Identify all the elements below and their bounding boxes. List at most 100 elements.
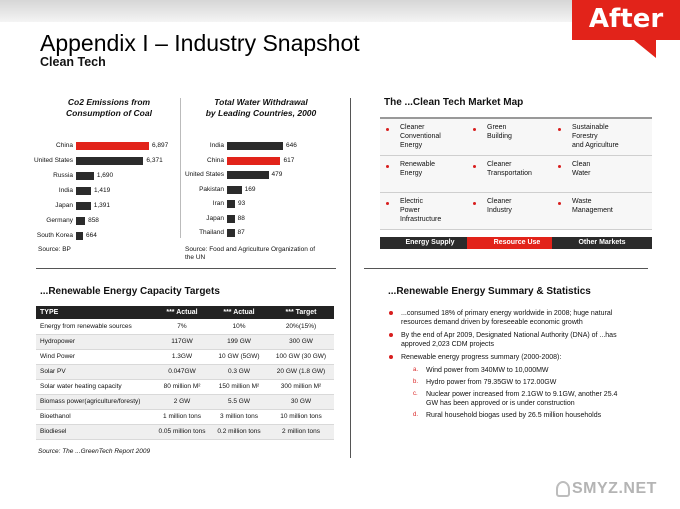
water-category-label: China (207, 156, 224, 164)
table-cell: 1 million tons (154, 409, 210, 425)
summary-bullet-text: By the end of Apr 2009, Designated Natio… (401, 332, 617, 348)
co2-bar (76, 232, 84, 240)
summary-sub-letter: a. (413, 367, 419, 373)
market-map-item-label: Electric Power Infrastructure (400, 198, 442, 223)
summary-sub-text: Hydro power from 79.35GW to 172.00GW (426, 379, 557, 386)
right-horizontal-divider (364, 268, 648, 269)
co2-value-label: 858 (88, 217, 99, 224)
summary-sub-text: Nuclear power increased from 2.1GW to 9.… (426, 391, 618, 407)
market-map-title: The ...Clean Tech Market Map (384, 97, 524, 108)
market-map-item-label: Cleaner Transportation (487, 161, 532, 177)
market-map-footer: Energy Supply (380, 237, 480, 249)
table-cell: 300 GW (268, 334, 334, 350)
co2-source: Source: BP (38, 246, 71, 253)
water-category-label: United States (184, 171, 224, 178)
co2-category-label: China (56, 142, 73, 149)
market-map-item-label: Renewable Energy (400, 161, 436, 177)
market-map-item: Clean Water (552, 156, 652, 193)
table-cell: Biomass power(agriculture/foresty) (36, 394, 154, 410)
table-cell: 0.3 GW (210, 364, 268, 380)
market-map-item: Sustainable Forestry and Agriculture (552, 119, 652, 156)
capacity-table-body: Energy from renewable sources 7% 10% 20%(15… (36, 319, 334, 440)
water-chart-title-line2: by Leading Countries, 2000 (205, 108, 317, 118)
co2-bar (76, 157, 144, 165)
water-category-label: Pakistan (199, 185, 224, 193)
table-cell: 117GW (154, 334, 210, 350)
co2-bar (76, 187, 92, 195)
bullet-icon (473, 165, 476, 168)
market-map-item-label: Sustainable Forestry and Agriculture (572, 124, 619, 149)
co2-value-label: 6,371 (146, 157, 163, 164)
water-bar (227, 229, 235, 237)
capacity-table: TYPE *** Actual *** Actual *** Target En… (36, 306, 334, 440)
water-category-label: Japan (206, 214, 224, 222)
bullet-icon (386, 202, 389, 205)
watermark-icon (556, 481, 570, 497)
water-bar (227, 142, 283, 150)
market-map-item-label: Cleaner Conventional Energy (400, 124, 441, 149)
table-cell: 80 million M² (154, 379, 210, 395)
table-cell: 2 million tons (268, 424, 334, 440)
market-map-item-label: Cleaner Industry (487, 198, 512, 214)
water-source-line1: Source: Food and Agriculture Organizatio… (185, 246, 316, 253)
water-category-label: Thailand (199, 229, 224, 236)
table-cell: Energy from renewable sources (36, 319, 154, 335)
water-category-label: India (209, 142, 224, 149)
water-category-label: Iran (212, 200, 224, 207)
co2-bar (76, 202, 91, 210)
table-cell: 20 GW (1.8 GW) (268, 364, 334, 380)
table-cell: 10 million tons (268, 409, 334, 425)
co2-value-label: 664 (86, 232, 97, 239)
table-cell: Solar PV (36, 364, 154, 380)
water-bar (227, 214, 235, 223)
market-map-column: Green Building Cleaner Transportation Cleane… (467, 117, 567, 230)
table-row: Bioethanol 1 million tons 3 million tons 10… (36, 409, 334, 425)
market-map-item-label: Green Building (487, 124, 512, 140)
market-map-footer: Resource Use (467, 237, 567, 249)
summary-sub-item: c. Nuclear power increased from 2.1GW to … (388, 390, 620, 408)
market-map-item: Cleaner Conventional Energy (380, 119, 480, 156)
table-cell: 5.5 GW (210, 394, 268, 410)
market-map-item-label: Waste Management (572, 198, 613, 214)
table-row: Hydropower 117GW 199 GW 300 GW (36, 334, 334, 350)
water-bar (227, 185, 242, 194)
summary-bullet-text: Renewable energy progress summary (2000-… (401, 354, 562, 361)
market-map-footer: Other Markets (552, 237, 652, 249)
water-value-label: 93 (238, 200, 246, 207)
co2-chart-title-line1: Co2 Emissions from (67, 97, 151, 107)
bullet-icon (389, 333, 393, 337)
table-cell: 199 GW (210, 334, 268, 350)
market-map-item-label: Clean Water (572, 161, 591, 177)
summary-sub-item: d. Rural household biogas used by 26.5 mi… (388, 411, 620, 420)
capacity-header-actual-1: *** Actual (154, 306, 210, 319)
capacity-header-target: *** Target (268, 306, 334, 319)
table-cell: 2 GW (154, 394, 210, 410)
co2-category-label: Russia (53, 172, 73, 179)
water-value-label: 169 (244, 185, 256, 193)
table-cell: Solar water heating capacity (36, 379, 154, 395)
water-value-label: 87 (237, 229, 245, 236)
page-title: Appendix I – Industry Snapshot (40, 30, 360, 56)
left-horizontal-divider (36, 268, 336, 269)
market-map-column-rule (552, 117, 652, 119)
page-subtitle: Clean Tech (40, 55, 106, 69)
co2-category-label: India (58, 187, 73, 194)
summary-sub-text: Wind power from 340MW to 10,000MW (426, 367, 549, 374)
co2-value-label: 1,391 (93, 202, 110, 209)
co2-bar (76, 172, 94, 180)
co2-category-label: South Korea (36, 232, 73, 239)
bullet-icon (473, 202, 476, 205)
summary-sub-letter: c. (413, 391, 418, 397)
market-map-column-rule (467, 117, 567, 119)
market-map-item: Green Building (467, 119, 567, 156)
capacity-source: Source: The ...GreenTech Report 2009 (38, 448, 151, 455)
summary-bullet: Renewable energy progress summary (2000-… (388, 353, 620, 362)
after-badge-label: After (588, 4, 664, 34)
table-cell: 1.3GW (154, 349, 210, 365)
market-map-column-rule (380, 117, 480, 119)
water-chart-title-line1: Total Water Withdrawal (214, 97, 308, 107)
summary-bullet-text: ...consumed 18% of primary energy worldw… (401, 310, 613, 326)
summary-sub-item: a. Wind power from 340MW to 10,000MW (388, 366, 620, 375)
co2-category-label: Germany (46, 217, 73, 224)
co2-category-label: United States (33, 157, 73, 164)
